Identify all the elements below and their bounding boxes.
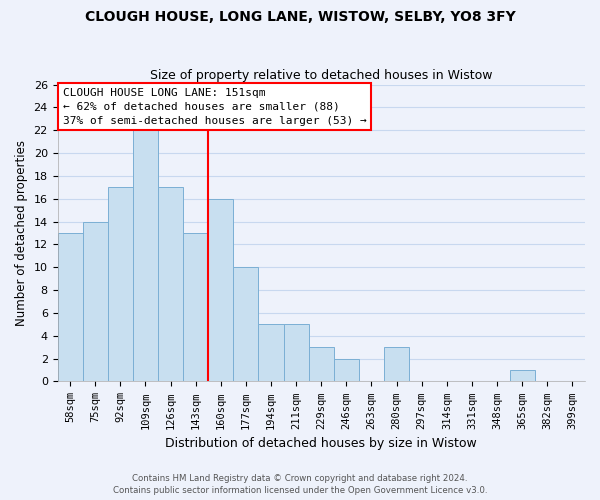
Text: CLOUGH HOUSE, LONG LANE, WISTOW, SELBY, YO8 3FY: CLOUGH HOUSE, LONG LANE, WISTOW, SELBY, …	[85, 10, 515, 24]
Bar	[158, 188, 183, 382]
Bar	[284, 324, 309, 382]
Bar	[384, 347, 409, 382]
Bar	[208, 198, 233, 382]
Y-axis label: Number of detached properties: Number of detached properties	[15, 140, 28, 326]
Bar	[259, 324, 284, 382]
Bar	[133, 130, 158, 382]
Text: CLOUGH HOUSE LONG LANE: 151sqm
← 62% of detached houses are smaller (88)
37% of : CLOUGH HOUSE LONG LANE: 151sqm ← 62% of …	[63, 88, 367, 126]
Title: Size of property relative to detached houses in Wistow: Size of property relative to detached ho…	[150, 69, 493, 82]
Bar	[334, 358, 359, 382]
Bar	[83, 222, 108, 382]
Bar	[309, 347, 334, 382]
X-axis label: Distribution of detached houses by size in Wistow: Distribution of detached houses by size …	[166, 437, 477, 450]
Text: Contains HM Land Registry data © Crown copyright and database right 2024.
Contai: Contains HM Land Registry data © Crown c…	[113, 474, 487, 495]
Bar	[108, 188, 133, 382]
Bar	[233, 268, 259, 382]
Bar	[183, 233, 208, 382]
Bar	[509, 370, 535, 382]
Bar	[58, 233, 83, 382]
